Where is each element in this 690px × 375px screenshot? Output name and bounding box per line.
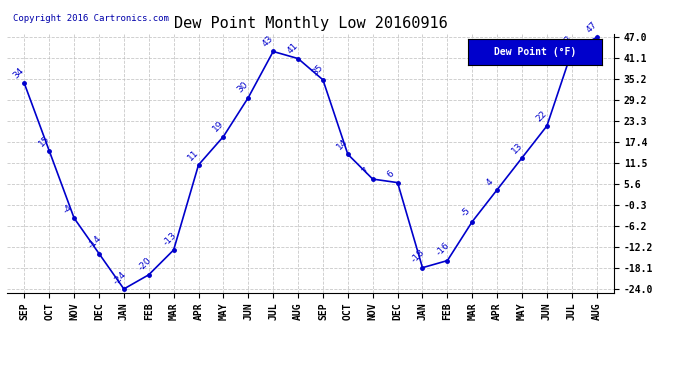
Text: 11: 11 [186, 148, 201, 162]
Text: -16: -16 [435, 241, 452, 258]
Text: -18: -18 [410, 248, 427, 265]
Text: -20: -20 [136, 255, 153, 272]
Text: Copyright 2016 Cartronics.com: Copyright 2016 Cartronics.com [13, 14, 169, 23]
Text: 35: 35 [310, 63, 325, 77]
Text: 7: 7 [360, 166, 371, 176]
Text: -4: -4 [61, 202, 75, 215]
Text: 47: 47 [584, 20, 599, 34]
Text: 13: 13 [509, 141, 524, 155]
Text: 22: 22 [535, 109, 549, 123]
Text: 34: 34 [12, 66, 26, 81]
Text: 43: 43 [261, 34, 275, 49]
Text: -13: -13 [161, 230, 178, 247]
Text: 41: 41 [286, 41, 300, 56]
Text: 43: 43 [560, 34, 573, 49]
Text: 15: 15 [37, 134, 51, 148]
Text: -24: -24 [111, 270, 128, 286]
Text: -14: -14 [86, 234, 104, 251]
Text: 19: 19 [211, 119, 226, 134]
Text: 6: 6 [385, 170, 395, 180]
Text: -5: -5 [460, 206, 473, 219]
Text: 14: 14 [335, 137, 350, 152]
Text: 30: 30 [236, 80, 250, 95]
Title: Dew Point Monthly Low 20160916: Dew Point Monthly Low 20160916 [174, 16, 447, 31]
Text: 4: 4 [484, 177, 495, 187]
